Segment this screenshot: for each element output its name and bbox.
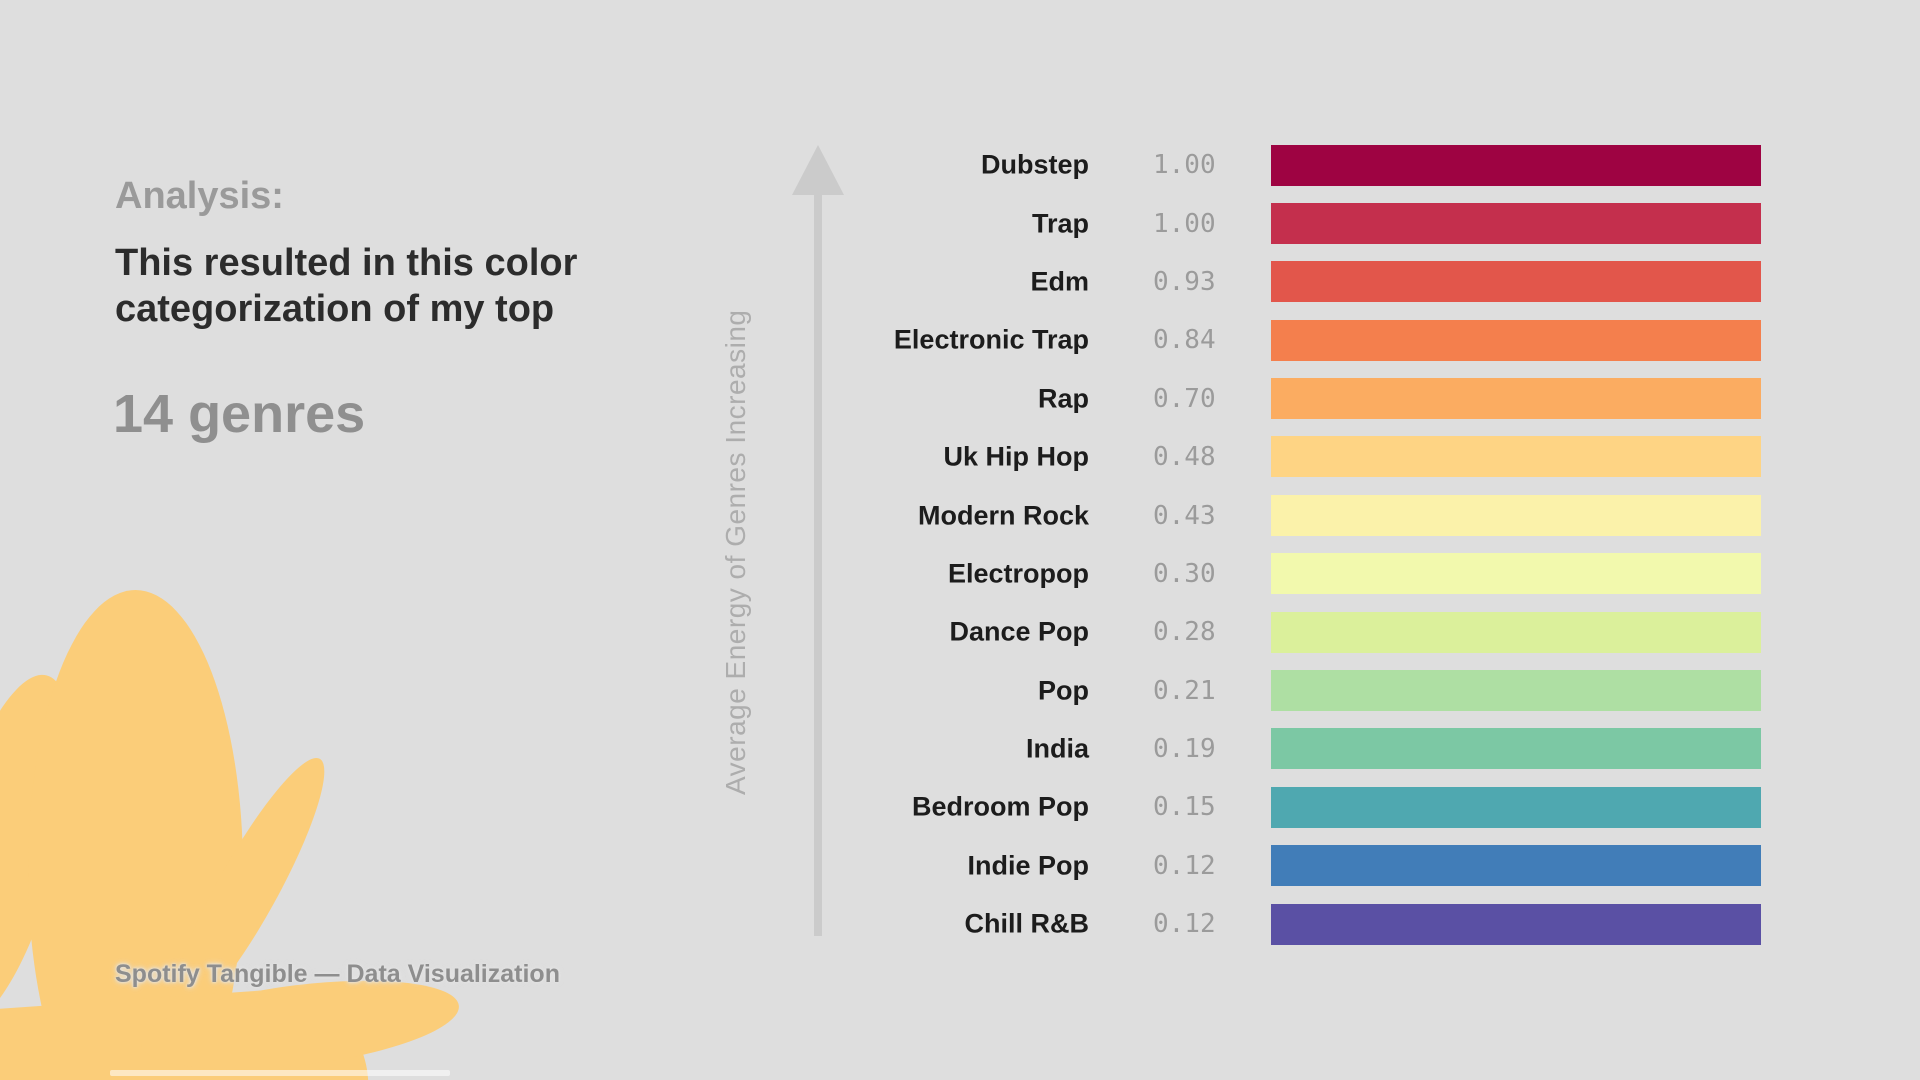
genre-value: 0.93	[1153, 266, 1216, 297]
genre-value: 0.30	[1153, 558, 1216, 589]
genre-row: Edm 0.93	[860, 253, 1761, 311]
genre-label: Pop	[1038, 675, 1089, 706]
genre-label: Bedroom Pop	[911, 791, 1089, 822]
genre-value: 0.84	[1153, 325, 1216, 356]
genre-label: Indie Pop	[967, 850, 1090, 881]
headline: This resulted in this color categorizati…	[115, 240, 577, 332]
genre-label: Dubstep	[981, 149, 1089, 180]
genre-label: Chill R&B	[964, 908, 1090, 939]
genre-row: Indie Pop 0.12	[860, 837, 1761, 895]
genre-value: 0.21	[1153, 675, 1216, 706]
genre-color-bar	[1271, 786, 1761, 828]
genre-color-bar	[1271, 261, 1761, 303]
genre-color-bar	[1271, 494, 1761, 536]
genre-value: 0.12	[1153, 909, 1216, 940]
genre-label: Trap	[1031, 208, 1089, 239]
genre-row: Modern Rock 0.43	[860, 486, 1761, 544]
genre-color-bar	[1271, 845, 1761, 887]
genre-row: Rap 0.70	[860, 370, 1761, 428]
analysis-kicker: Analysis:	[115, 175, 284, 217]
genre-chart: Dubstep 1.00 Trap 1.00 Edm 0.93 Electron…	[860, 136, 1761, 953]
genre-label: Modern Rock	[917, 500, 1089, 531]
genre-label: Electropop	[947, 558, 1089, 589]
genre-color-bar	[1271, 553, 1761, 595]
genre-label: Edm	[1030, 266, 1089, 297]
axis-arrow-head-icon	[792, 145, 844, 195]
genre-color-bar	[1271, 319, 1761, 361]
axis-arrow-line	[814, 192, 822, 936]
genre-row: Trap 1.00	[860, 194, 1761, 252]
genre-value: 1.00	[1153, 150, 1216, 181]
genre-row: Electronic Trap 0.84	[860, 311, 1761, 369]
genre-color-bar	[1271, 202, 1761, 244]
genre-value: 0.12	[1153, 850, 1216, 881]
genre-value: 0.28	[1153, 617, 1216, 648]
genre-row: Chill R&B 0.12	[860, 895, 1761, 953]
genre-label: Dance Pop	[949, 616, 1089, 647]
genre-color-bar	[1271, 903, 1761, 945]
genre-color-bar	[1271, 611, 1761, 653]
genre-row: Bedroom Pop 0.15	[860, 778, 1761, 836]
genre-value: 0.48	[1153, 442, 1216, 473]
genre-color-bar	[1271, 378, 1761, 420]
y-axis-label: Average Energy of Genres Increasing	[720, 309, 751, 796]
flower-decoration	[0, 480, 500, 1080]
headline-line2: categorization of my top	[115, 288, 555, 330]
genre-row: Electropop 0.30	[860, 545, 1761, 603]
footer-credit: Spotify Tangible — Data Visualization	[115, 960, 560, 988]
genre-row: Uk Hip Hop 0.48	[860, 428, 1761, 486]
genres-count: 14 genres	[113, 384, 366, 444]
genre-label: Electronic Trap	[893, 324, 1089, 355]
genre-value: 0.19	[1153, 734, 1216, 765]
genre-label: Uk Hip Hop	[943, 441, 1090, 472]
genre-color-bar	[1271, 670, 1761, 712]
genre-value: 0.70	[1153, 383, 1216, 414]
white-strip	[110, 1070, 450, 1076]
genre-row: Dubstep 1.00	[860, 136, 1761, 194]
genre-value: 0.15	[1153, 792, 1216, 823]
genre-value: 1.00	[1153, 208, 1216, 239]
genre-value: 0.43	[1153, 500, 1216, 531]
genre-row: Dance Pop 0.28	[860, 603, 1761, 661]
genre-row: India 0.19	[860, 720, 1761, 778]
genre-color-bar	[1271, 144, 1761, 186]
headline-line1: This resulted in this color	[115, 242, 578, 284]
genre-color-bar	[1271, 728, 1761, 770]
genre-label: India	[1025, 733, 1089, 764]
genre-color-bar	[1271, 436, 1761, 478]
genre-row: Pop 0.21	[860, 662, 1761, 720]
genre-label: Rap	[1037, 383, 1089, 414]
